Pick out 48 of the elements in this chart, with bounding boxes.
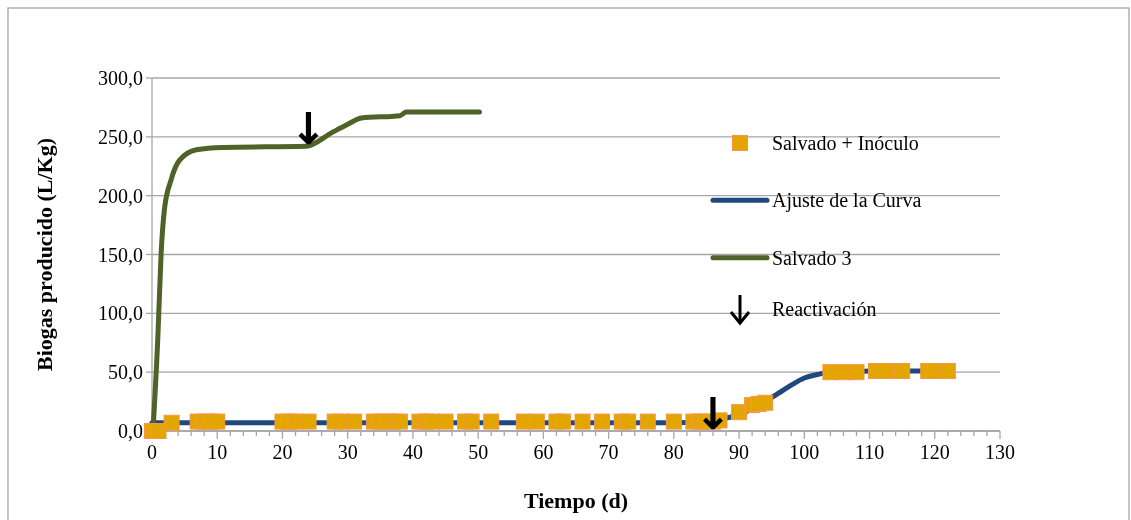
x-tick-label: 60 [533, 441, 554, 463]
point [463, 413, 480, 430]
y-tick-label: 150,0 [98, 243, 143, 266]
point [894, 362, 911, 379]
point [620, 413, 637, 430]
point [483, 413, 500, 430]
x-axis-title: Tiempo (d) [523, 488, 629, 513]
y-tick-label: 250,0 [98, 125, 143, 148]
x-tick-label: 120 [919, 441, 950, 463]
y-tick-label: 100,0 [98, 302, 143, 325]
point [848, 364, 865, 381]
legend-label: Salvado 3 [772, 246, 852, 269]
point [665, 413, 682, 430]
point [639, 413, 656, 430]
y-tick-label: 300,0 [98, 67, 143, 89]
point [300, 413, 317, 430]
point [163, 414, 180, 431]
point [594, 413, 611, 430]
point [150, 423, 167, 439]
y-tick-label: 50,0 [108, 361, 143, 384]
point [209, 413, 226, 430]
annotation: ↓ [290, 103, 327, 155]
x-tick-label: 70 [598, 441, 619, 463]
x-tick-label: 130 [985, 441, 1015, 463]
point [554, 413, 571, 430]
x-tick-label: 90 [729, 441, 750, 463]
point [757, 394, 774, 411]
x-tick-label: 110 [854, 441, 885, 463]
legend-label: Salvado + Inóculo [772, 132, 919, 154]
point [437, 413, 454, 430]
x-tick-label: 40 [402, 441, 423, 463]
x-tick-label: 0 [147, 441, 157, 463]
x-tick-label: 10 [207, 441, 228, 463]
y-tick-label: 200,0 [98, 184, 143, 207]
point [391, 413, 408, 430]
y-axis-title: Biogas producido (L/Kg) [32, 137, 57, 372]
x-tick-label: 100 [789, 441, 820, 463]
point [939, 362, 956, 379]
point [574, 413, 591, 430]
point [528, 413, 545, 430]
x-tick-label: 20 [272, 441, 293, 463]
x-tick-label: 50 [468, 441, 489, 463]
x-tick-label: 80 [663, 441, 684, 463]
y-tick-label: 0,0 [118, 420, 143, 442]
x-tick-label: 30 [337, 441, 358, 463]
legend-label: Ajuste de la Curva [772, 189, 922, 213]
point [346, 413, 363, 430]
annotation: Reactivación [772, 298, 877, 321]
